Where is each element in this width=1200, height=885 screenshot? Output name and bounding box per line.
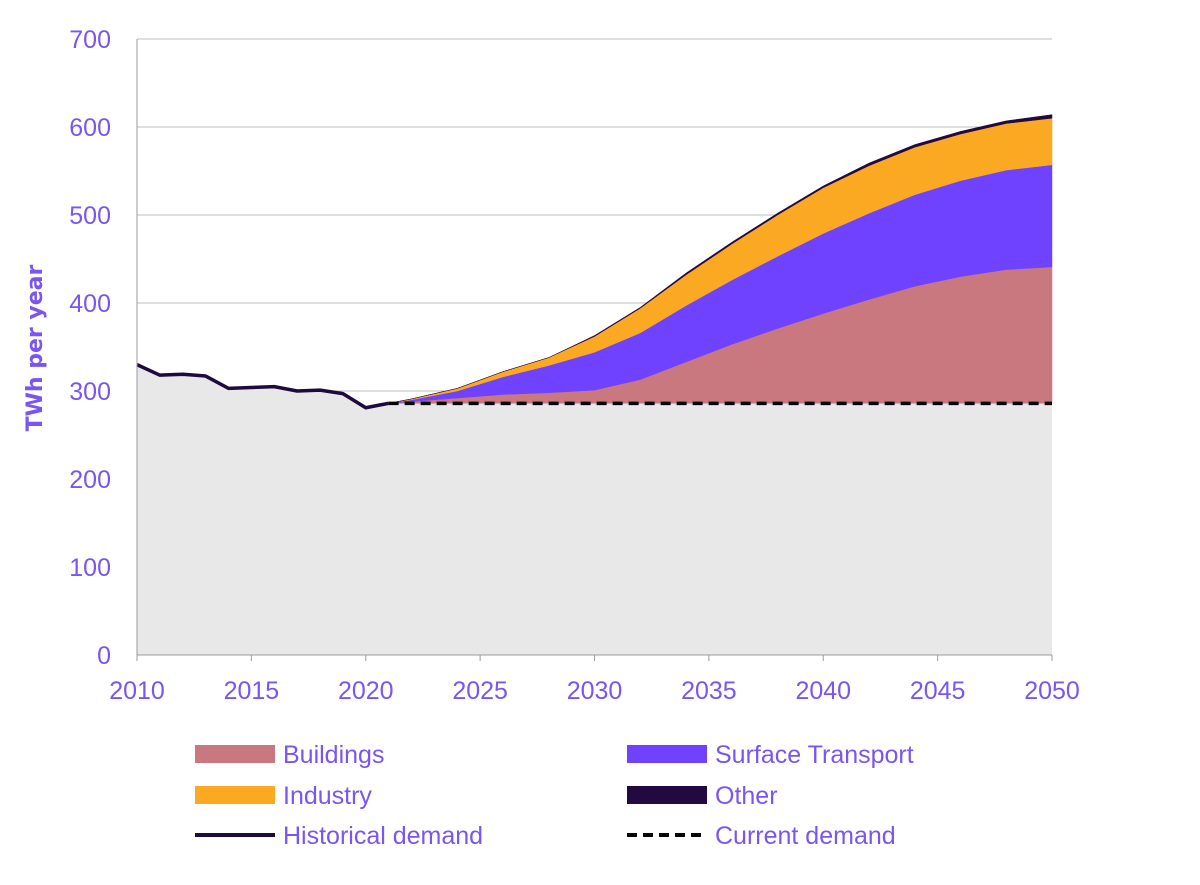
y-tick-label-700: 700 — [69, 26, 111, 54]
legend-item-buildings: Buildings — [195, 741, 384, 769]
y-tick-labels: 0 100 200 300 400 500 600 700 — [69, 26, 111, 670]
legend-swatch-buildings — [195, 745, 275, 763]
y-tick-label-0: 0 — [97, 642, 111, 670]
legend-swatch-industry — [195, 786, 275, 804]
legend-item-other: Other — [627, 782, 778, 810]
y-tick-label-200: 200 — [69, 466, 111, 494]
legend-item-surface-transport: Surface Transport — [627, 741, 914, 769]
legend-label-surface-transport: Surface Transport — [715, 741, 914, 769]
legend-item-current-demand: Current demand — [627, 822, 896, 850]
x-tick-label-2040: 2040 — [795, 677, 851, 705]
legend-label-other: Other — [715, 782, 778, 810]
legend-swatch-surface-transport — [627, 745, 707, 763]
legend-item-industry: Industry — [195, 782, 372, 810]
area-other — [388, 114, 1053, 404]
x-tick-label-2020: 2020 — [338, 677, 394, 705]
x-tick-label-2025: 2025 — [452, 677, 508, 705]
historical-demand-line — [136, 363, 389, 410]
y-tick-label-500: 500 — [69, 202, 111, 230]
legend-swatch-other — [627, 786, 707, 804]
y-axis-title: TWh per year — [23, 264, 48, 431]
demand-lines — [136, 363, 1052, 410]
legend: Buildings Surface Transport Industry Other H… — [195, 741, 914, 850]
y-tick-label-300: 300 — [69, 378, 111, 406]
x-tick-label-2045: 2045 — [910, 677, 966, 705]
y-tick-label-100: 100 — [69, 554, 111, 582]
x-tick-label-2050: 2050 — [1024, 677, 1080, 705]
y-tick-label-400: 400 — [69, 290, 111, 318]
x-tick-label-2030: 2030 — [567, 677, 623, 705]
x-tick-label-2015: 2015 — [224, 677, 280, 705]
legend-label-industry: Industry — [283, 782, 372, 810]
x-tick-label-2010: 2010 — [109, 677, 165, 705]
stacked-areas — [137, 114, 1053, 655]
legend-item-historical-demand: Historical demand — [195, 822, 483, 850]
baseline-demand-area — [137, 364, 1052, 655]
legend-label-historical-demand: Historical demand — [283, 822, 483, 850]
y-tick-label-600: 600 — [69, 114, 111, 142]
axes — [136, 39, 1053, 661]
x-tick-label-2035: 2035 — [681, 677, 737, 705]
x-tick-labels: 2010 2015 2020 2025 2030 2035 2040 2045 2050 — [109, 677, 1080, 705]
legend-label-buildings: Buildings — [283, 741, 384, 769]
legend-label-current-demand: Current demand — [715, 822, 896, 850]
